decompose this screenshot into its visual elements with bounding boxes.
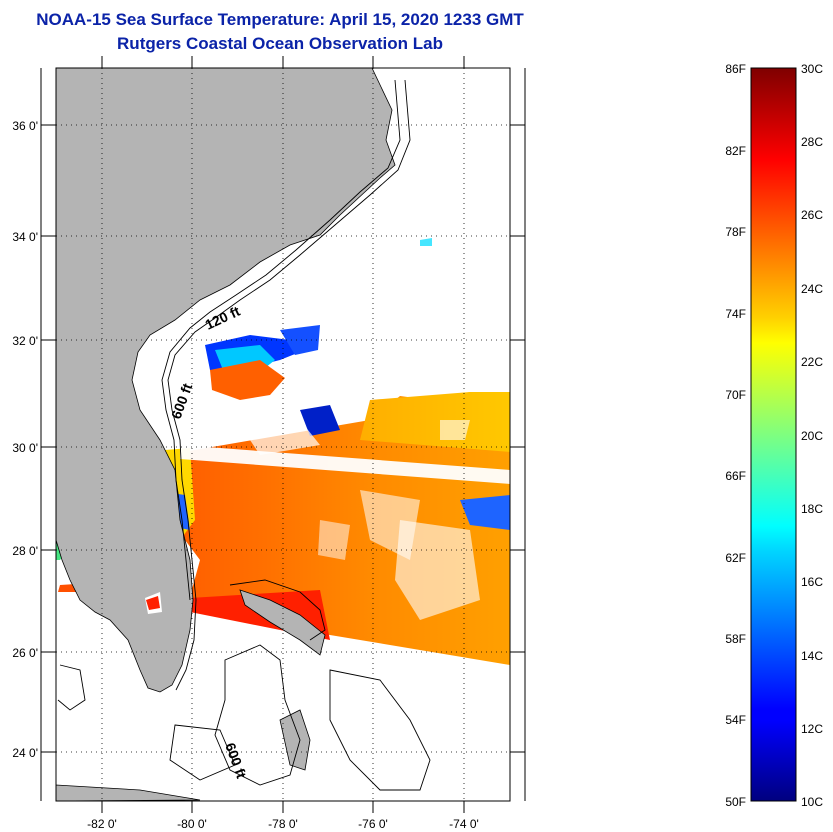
cbar-f-58: 58F [725,632,746,646]
colorbar-gradient [750,67,797,802]
cbar-c-10: 10C [801,795,823,809]
colorbar-c-labels: 30C 28C 26C 24C 22C 20C 18C 16C 14C 12C … [801,62,823,809]
cbar-c-14: 14C [801,649,823,663]
cbar-f-74: 74F [725,307,746,321]
lake-sst-patch [146,596,160,610]
temperature-colorbar: 86F 82F 78F 74F 70F 66F 62F 58F 54F 50F … [725,62,823,809]
map-ticks [40,56,526,813]
map-plot-area: 120 ft 600 ft 600 ft [56,68,510,801]
cbar-c-20: 20C [801,429,823,443]
lat-label-36: 36 0' [12,119,38,133]
lon-label-76: -76 0' [358,817,388,831]
lat-label-30: 30 0' [12,441,38,455]
cbar-c-30: 30C [801,62,823,76]
cbar-c-18: 18C [801,502,823,516]
cbar-f-82: 82F [725,144,746,158]
longitude-labels: -82 0' -80 0' -78 0' -76 0' -74 0' [87,817,479,831]
cbar-c-24: 24C [801,282,823,296]
lon-label-78: -78 0' [268,817,298,831]
graticule [56,68,510,801]
lat-label-34: 34 0' [12,230,38,244]
cbar-f-66: 66F [725,469,746,483]
cbar-c-22: 22C [801,355,823,369]
cbar-c-16: 16C [801,575,823,589]
colorbar-f-labels: 86F 82F 78F 74F 70F 66F 62F 58F 54F 50F [725,62,746,809]
lon-label-74: -74 0' [449,817,479,831]
cbar-f-62: 62F [725,551,746,565]
latitude-labels: 36 0' 34 0' 32 0' 30 0' 28 0' 26 0' 24 0… [12,119,38,760]
lon-label-82: -82 0' [87,817,117,831]
lat-label-28: 28 0' [12,544,38,558]
land-layer [56,68,396,801]
cbar-c-26: 26C [801,208,823,222]
bathymetry-contours [57,79,431,791]
lat-label-26: 26 0' [12,646,38,660]
cbar-f-50: 50F [725,795,746,809]
map-title-line2: Rutgers Coastal Ocean Observation Lab [117,34,443,53]
cbar-c-12: 12C [801,722,823,736]
cbar-f-78: 78F [725,225,746,239]
map-title-line1: NOAA-15 Sea Surface Temperature: April 1… [36,10,524,29]
cbar-f-86: 86F [725,62,746,76]
cbar-c-28: 28C [801,135,823,149]
lat-label-32: 32 0' [12,334,38,348]
cloud-mask-layer [180,420,510,620]
lon-label-80: -80 0' [177,817,207,831]
cbar-f-54: 54F [725,713,746,727]
cbar-f-70: 70F [725,388,746,402]
lat-label-24: 24 0' [12,746,38,760]
